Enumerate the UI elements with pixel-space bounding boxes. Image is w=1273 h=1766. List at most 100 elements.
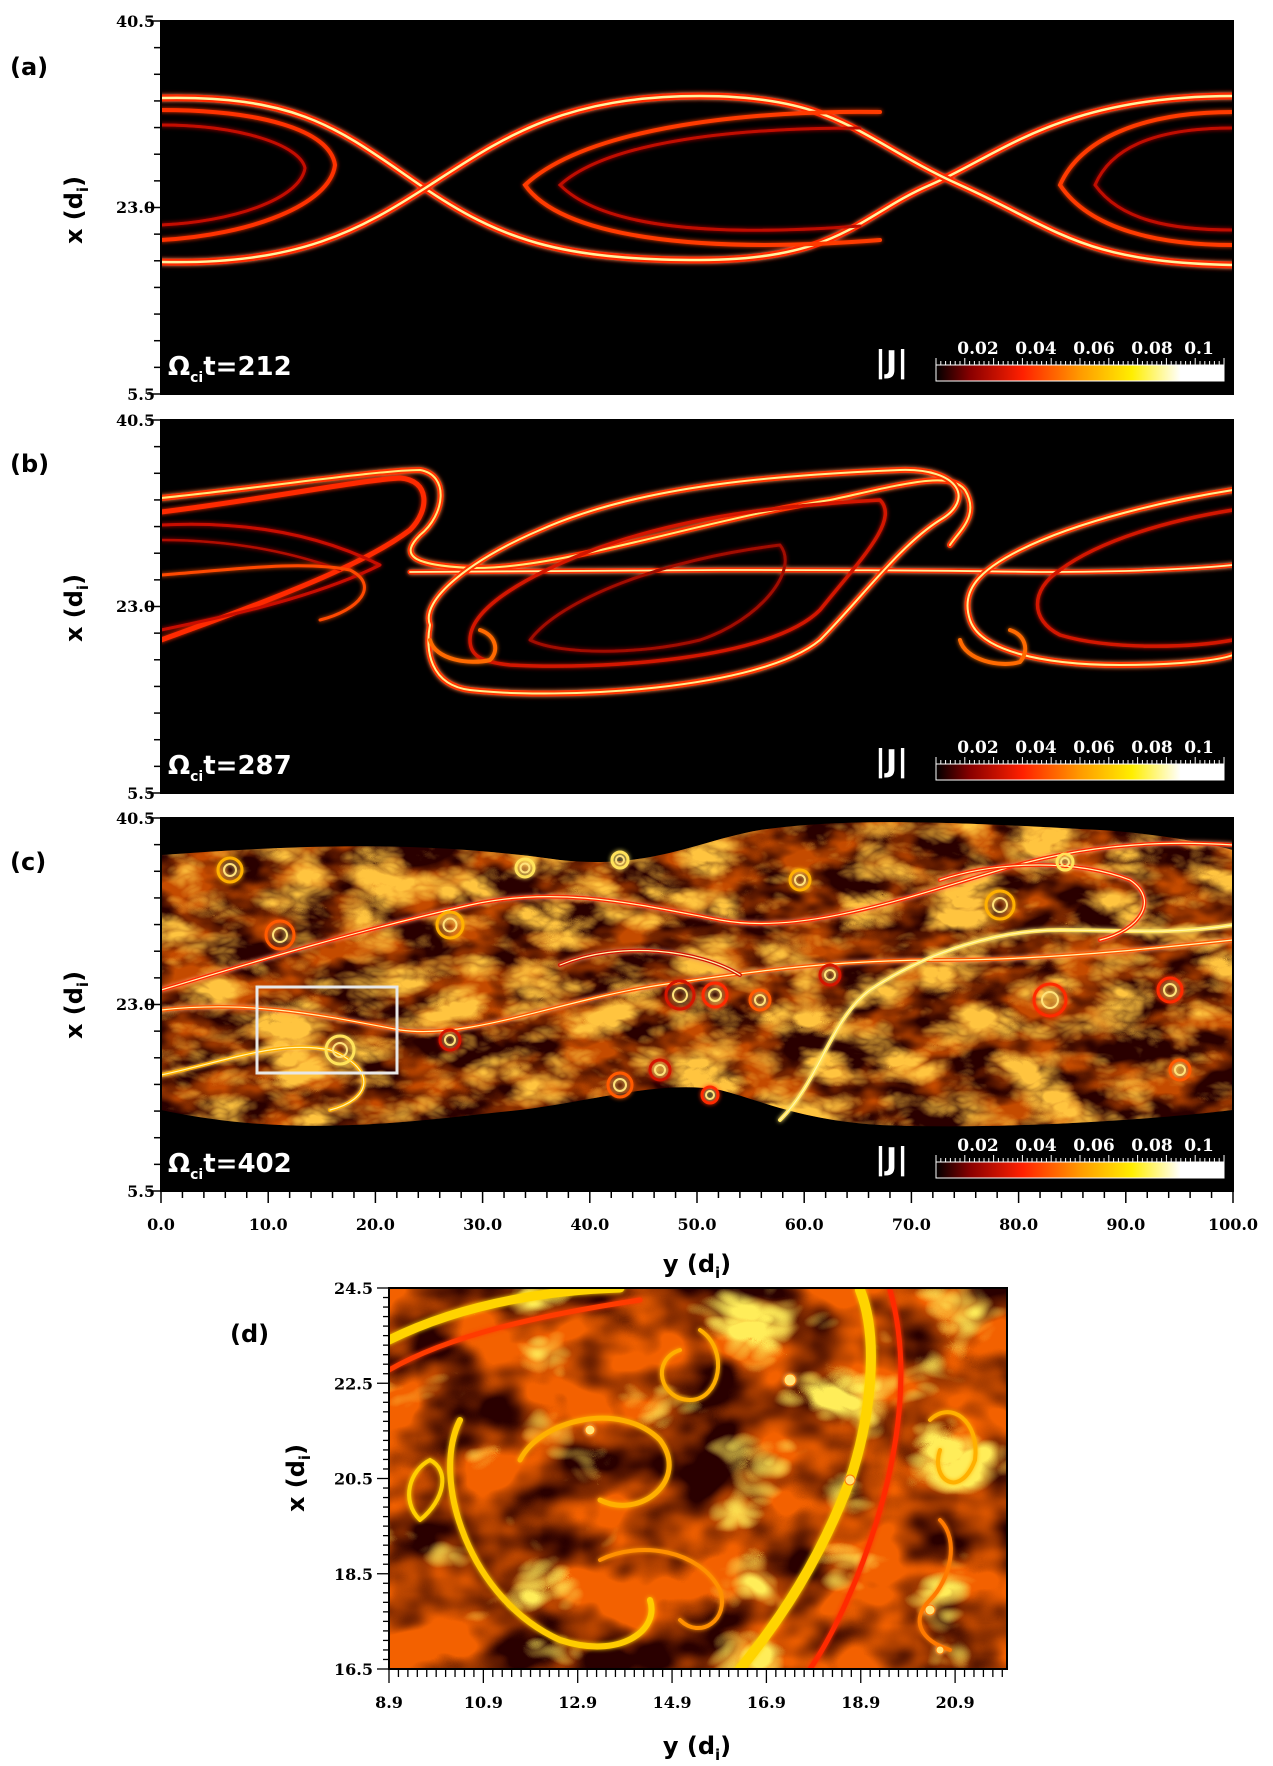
xtick-label-d: 16.9 — [747, 1693, 786, 1712]
island-left-inner — [161, 123, 307, 227]
colorbar-label-b-2: 0.04 — [1015, 738, 1057, 758]
vortex-core — [442, 917, 458, 933]
x-axis-c: 0.0 10.0 20.0 30.0 40.0 50.0 60.0 70.0 80.0 90.0 1… — [147, 1191, 1258, 1234]
colorbar-ticks — [935, 358, 1225, 365]
vortex-core — [654, 1064, 666, 1076]
ytick-c-top: 40.5 — [116, 809, 155, 828]
vortex-core — [705, 1090, 715, 1100]
ytick-label-d: 18.5 — [334, 1565, 373, 1584]
colorbar-label-a-5: 0.1 — [1184, 339, 1214, 359]
colorbar-label-a-3: 0.06 — [1073, 339, 1114, 359]
colorbar-label-c-1: 0.02 — [957, 1136, 998, 1156]
vortex-core — [754, 994, 766, 1006]
xtick-label-c: 50.0 — [678, 1215, 717, 1234]
xtick-label-d: 20.9 — [936, 1693, 975, 1712]
xtick-label-d: 12.9 — [558, 1693, 597, 1712]
vortex-ring — [664, 979, 696, 1011]
xtick-label-c: 100.0 — [1208, 1215, 1258, 1234]
vortex-core — [272, 927, 288, 943]
vortex-ring — [1168, 1058, 1192, 1082]
colorbar-gradient-a — [935, 364, 1225, 382]
island-right — [1057, 110, 1233, 247]
y-ticks-b — [147, 419, 161, 794]
vortex-swirls-c — [161, 841, 1233, 1122]
xtick-label-c: 20.0 — [356, 1215, 395, 1234]
xtick-label-d: 10.9 — [464, 1693, 503, 1712]
current-filament-core — [939, 864, 1145, 941]
current-filament-core — [161, 939, 1233, 1033]
island-right-inner — [1093, 126, 1233, 232]
vortex-band-b — [161, 466, 1233, 697]
ytick-label-d: 20.5 — [334, 1470, 373, 1489]
vortex-ring — [324, 1034, 356, 1066]
vortex-ring — [984, 889, 1016, 921]
vortex-ring — [700, 1085, 720, 1105]
y-ticks-c — [147, 817, 161, 1192]
vortex-ring — [1032, 982, 1068, 1018]
ytick-a-top: 40.5 — [116, 12, 155, 31]
heatmap-a-background — [161, 21, 1233, 394]
ytick-label-d: 22.5 — [334, 1374, 373, 1393]
vortex-core — [444, 1034, 456, 1046]
y-ticks-a — [147, 20, 161, 395]
colorbar-tick-labels-a: 0.02 0.04 0.06 0.08 0.1 — [957, 339, 1213, 359]
colorbar-a: |J| 0.02 0.04 0.06 0.08 0.1 — [875, 339, 1225, 382]
vortex-ring — [701, 981, 729, 1009]
island-middle-inner — [557, 126, 862, 232]
current-filament-core — [161, 1046, 365, 1111]
island-middle — [522, 109, 882, 247]
xtick-label-d: 18.9 — [841, 1693, 880, 1712]
ytick-c-bottom: 5.5 — [127, 1182, 155, 1201]
xtick-label-d: 14.9 — [653, 1693, 692, 1712]
vortex-core — [992, 897, 1008, 913]
xtick-label-c: 40.0 — [570, 1215, 609, 1234]
current-sheet-lower-core — [161, 94, 1233, 267]
panel-label-c: (c) — [10, 848, 46, 876]
x-axis-d: 8.9 10.9 12.9 14.9 16.9 18.9 20.9 — [375, 1669, 1003, 1712]
current-filament-core — [779, 924, 1233, 1121]
vortex-ring — [216, 856, 244, 884]
colorbar-title-a: |J| — [875, 345, 908, 380]
current-filament-core — [559, 949, 741, 976]
vortex-core — [1041, 991, 1059, 1009]
colorbar-label-a-2: 0.04 — [1015, 339, 1057, 359]
vortex-ring — [818, 963, 842, 987]
colorbar-gradient-c — [935, 1161, 1225, 1179]
vortex-core — [794, 874, 806, 886]
vortex-core — [615, 855, 625, 865]
xlabel-d: y (di) — [663, 1732, 731, 1761]
xtick-label-d: 8.9 — [375, 1693, 403, 1712]
colorbar-c: |J| 0.02 0.04 0.06 0.08 0.1 — [875, 1136, 1225, 1179]
panel-label-b: (b) — [10, 450, 49, 478]
ytick-a-bottom: 5.5 — [127, 385, 155, 404]
xtick-label-c: 90.0 — [1106, 1215, 1145, 1234]
panel-label-a: (a) — [10, 53, 48, 81]
colorbar-label-c-3: 0.06 — [1073, 1136, 1114, 1156]
ytick-b-top: 40.5 — [116, 411, 155, 430]
ylabel-d: x (di) — [282, 1444, 314, 1512]
panel-d: 24.5 22.5 20.5 18.5 16.5 8.9 10.9 12.9 14.9 16.9… — [282, 1279, 1008, 1764]
ytick-b-bottom: 5.5 — [127, 784, 155, 803]
colorbar-b: |J| 0.02 0.04 0.06 0.08 0.1 — [875, 738, 1225, 781]
vortex-ring — [435, 910, 465, 940]
colorbar-label-b-4: 0.08 — [1131, 738, 1172, 758]
colorbar-label-b-3: 0.06 — [1073, 738, 1114, 758]
vortex-ring — [606, 1071, 634, 1099]
y-axis-d: 24.5 22.5 20.5 18.5 16.5 — [334, 1279, 389, 1679]
time-label-b: Ωcit=287 — [168, 751, 292, 785]
filaments-d — [389, 1288, 978, 1669]
current-sheet-upper-core — [161, 94, 1233, 262]
vortex-core — [672, 987, 688, 1003]
ylabel-c: x (di) — [60, 971, 92, 1039]
panel-b: 40.5 23.0 5.5 x (di) Ωcit=287 |J| 0.02 0… — [60, 411, 1234, 803]
panel-c: 40.5 23.0 5.5 x (di) Ωcit=402 |J| 0.02 0… — [60, 809, 1258, 1282]
vortex-core — [1060, 857, 1070, 867]
vortex-ring — [514, 857, 536, 879]
vortex-ring — [438, 1028, 462, 1052]
colorbar-label-c-5: 0.1 — [1184, 1136, 1214, 1156]
vortex-core — [1174, 1064, 1186, 1076]
ylabel-a: x (di) — [60, 176, 92, 244]
vortex-core — [519, 862, 531, 874]
xtick-label-c: 80.0 — [999, 1215, 1038, 1234]
